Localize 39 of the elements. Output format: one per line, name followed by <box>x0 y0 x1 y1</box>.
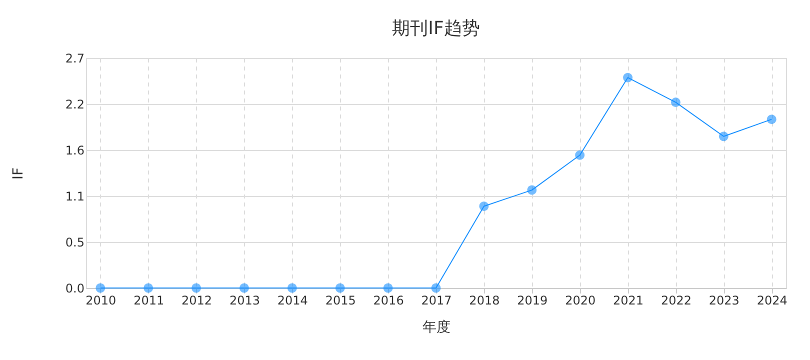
x-tick-label: 2013 <box>229 294 260 308</box>
x-tick-label: 2018 <box>469 294 500 308</box>
x-tick-label: 2017 <box>421 294 452 308</box>
x-tick-label: 2024 <box>756 294 788 308</box>
x-tick-label: 2019 <box>517 294 548 308</box>
y-axis-title: IF <box>10 167 26 180</box>
x-tick-label: 2022 <box>660 294 692 308</box>
x-tick-label: 2023 <box>708 294 740 308</box>
y-tick-label: 1.1 <box>65 190 84 204</box>
x-tick-label: 2020 <box>565 294 596 308</box>
point <box>383 283 393 293</box>
x-tick-label: 2021 <box>613 294 644 308</box>
point <box>287 283 297 293</box>
point <box>96 283 106 293</box>
point <box>766 114 776 124</box>
chart-title: 期刊IF趋势 <box>392 18 480 39</box>
point <box>192 283 202 293</box>
point <box>527 185 537 195</box>
y-tick-label: 2.7 <box>65 52 84 66</box>
point <box>335 283 345 293</box>
point <box>479 201 489 211</box>
y-tick-label: 0.0 <box>65 282 84 296</box>
y-tick-label: 2.2 <box>65 98 84 112</box>
x-tick-label: 2016 <box>373 294 404 308</box>
x-tick-label: 2014 <box>277 294 308 308</box>
x-axis-title: 年度 <box>422 320 450 336</box>
y-tick-label: 0.5 <box>65 236 84 250</box>
point <box>239 283 249 293</box>
y-tick-label: 1.6 <box>65 144 84 158</box>
point <box>623 72 633 82</box>
point <box>718 132 728 142</box>
point <box>144 283 154 293</box>
point <box>670 98 680 108</box>
x-tick-label: 2011 <box>134 294 164 308</box>
point <box>575 150 585 160</box>
x-tick-label: 2015 <box>325 294 356 308</box>
x-tick-label: 2012 <box>182 294 212 308</box>
x-tick-label: 2010 <box>86 294 116 308</box>
point <box>431 283 441 293</box>
